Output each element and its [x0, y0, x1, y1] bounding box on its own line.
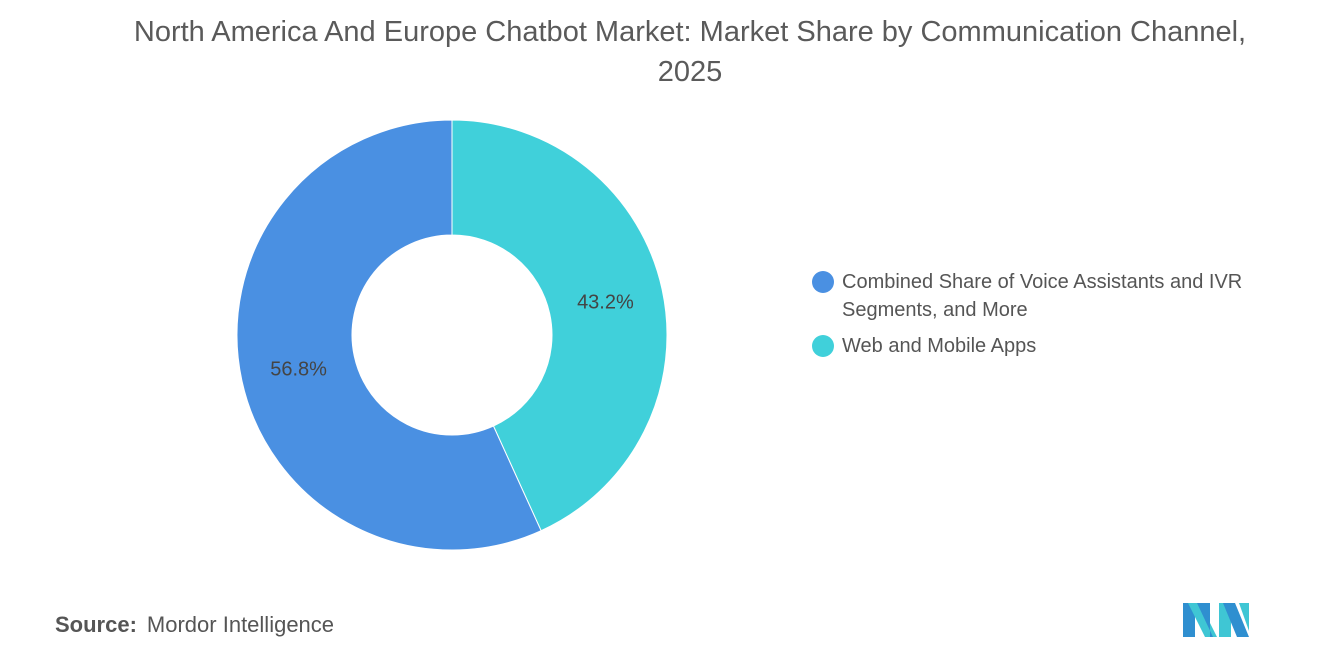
donut-slice[interactable]: [451, 119, 668, 532]
legend-item[interactable]: Web and Mobile Apps: [812, 332, 1272, 360]
legend-label: Web and Mobile Apps: [842, 335, 1037, 357]
data-label: 43.2%: [577, 292, 634, 314]
donut-slice[interactable]: [236, 119, 542, 551]
source-note: Source: Mordor Intelligence: [55, 612, 334, 638]
source-label: Source:: [55, 612, 137, 637]
legend-item[interactable]: Combined Share of Voice Assistants and I…: [812, 268, 1272, 324]
legend-swatch: [812, 271, 834, 293]
chart-title: North America And Europe Chatbot Market:…: [133, 16, 1247, 88]
legend: Combined Share of Voice Assistants and I…: [812, 268, 1272, 368]
data-label: 56.8%: [270, 358, 327, 380]
mordor-intelligence-logo: [1183, 603, 1249, 637]
legend-label: Combined Share of Voice Assistants and I…: [842, 271, 1243, 321]
source-value: Mordor Intelligence: [146, 612, 335, 637]
legend-swatch: [812, 335, 834, 357]
